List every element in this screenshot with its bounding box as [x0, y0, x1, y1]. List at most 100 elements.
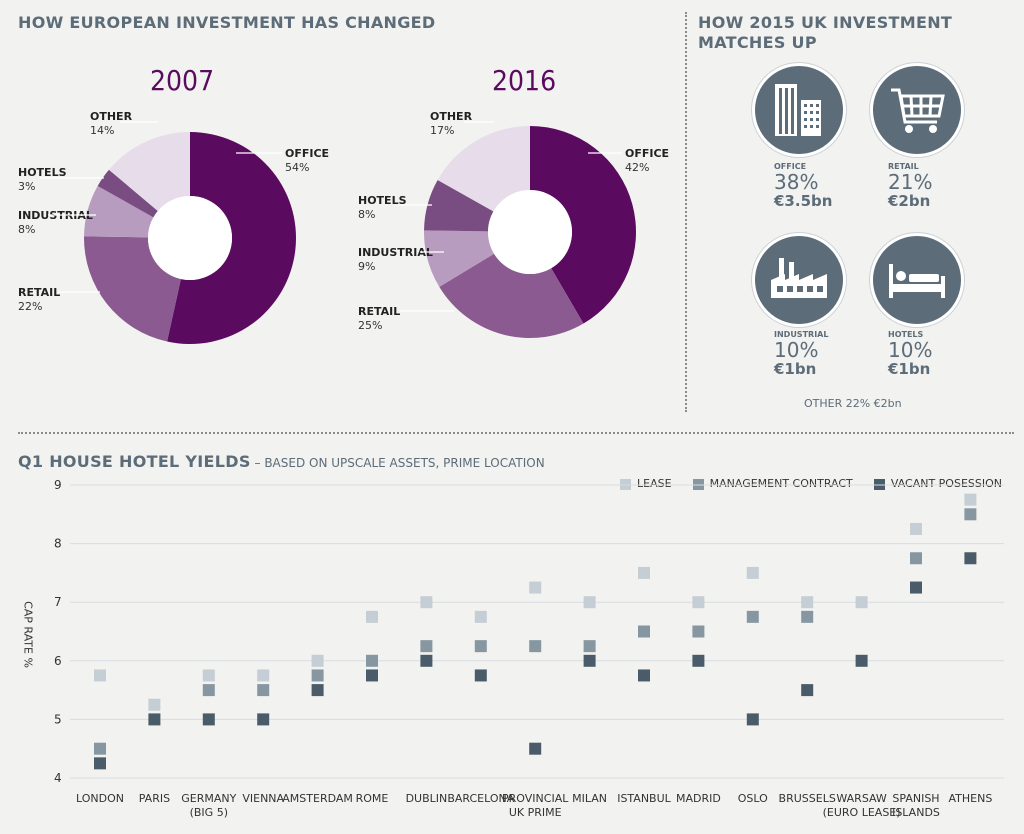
stat-industrial-label: INDUSTRIAL — [774, 330, 829, 339]
point-management-contract-4 — [311, 669, 324, 682]
legend-lease-swatch — [619, 478, 631, 490]
point-lease-11 — [692, 596, 705, 609]
point-management-contract-2 — [202, 684, 215, 697]
point-management-contract-13 — [801, 610, 814, 623]
legend-management-contract: MANAGEMENT CONTRACT — [692, 477, 853, 490]
slice-2016-other — [437, 126, 530, 212]
x-label-vienna: VIENNA — [242, 792, 284, 805]
retail-circle — [870, 63, 964, 157]
stat-office-amount: €3.5bn — [774, 192, 833, 210]
slice-2007-office — [167, 132, 296, 344]
horizontal-divider — [18, 432, 1014, 434]
point-vacant-posession-13 — [801, 684, 814, 697]
office-circle — [752, 63, 846, 157]
slice-2007-other — [108, 132, 190, 211]
yields-title-bold: Q1 HOUSE HOTEL YIELDS — [18, 452, 251, 471]
point-lease-3 — [257, 669, 270, 682]
point-vacant-posession-9 — [583, 654, 596, 667]
x-label-milan: MILAN — [572, 792, 607, 805]
y-tick-5: 5 — [54, 712, 62, 726]
label-2007-hotels: HOTELS 3% — [18, 166, 67, 193]
stat-hotels-pct: 10% — [888, 338, 933, 362]
x-label-brussels: BRUSSELS — [779, 792, 836, 805]
office-building-icon — [775, 84, 821, 136]
point-vacant-posession-10 — [638, 669, 650, 682]
point-management-contract-10 — [638, 625, 650, 638]
x-label-paris: PARIS — [139, 792, 170, 805]
y-tick-6: 6 — [54, 654, 62, 668]
x-label-germany-big-5-: GERMANY (BIG 5) — [181, 792, 236, 819]
legend-vacant-swatch — [873, 478, 885, 490]
label-2016-hotels: HOTELS 8% — [358, 194, 407, 221]
european-section-title: HOW EUROPEAN INVESTMENT HAS CHANGED — [18, 13, 436, 32]
stat-retail-pct: 21% — [888, 170, 933, 194]
donut-chart-2007 — [83, 132, 296, 344]
point-vacant-posession-16 — [964, 552, 977, 565]
label-2016-other: OTHER 17% — [430, 110, 473, 137]
slice-2016-office — [530, 126, 636, 324]
stat-hotels-amount: €1bn — [888, 360, 931, 378]
hotels-circle — [870, 233, 964, 327]
point-management-contract-8 — [529, 640, 542, 653]
stat-hotels: HOTELS 10% €1bn — [888, 330, 932, 378]
slice-2007-industrial — [84, 185, 154, 238]
point-vacant-posession-1 — [148, 713, 161, 726]
point-vacant-posession-15 — [910, 581, 922, 594]
point-management-contract-7 — [474, 640, 487, 653]
y-tick-4: 4 — [54, 771, 62, 785]
point-management-contract-11 — [692, 625, 705, 638]
slice-2016-hotels — [424, 179, 494, 232]
x-label-london: LONDON — [76, 792, 124, 805]
x-label-provincial-uk-prime: PROVINCIAL UK PRIME — [502, 792, 569, 819]
point-lease-8 — [529, 581, 542, 594]
donut-hole-2016 — [488, 190, 572, 274]
point-vacant-posession-5 — [366, 669, 378, 682]
point-management-contract-6 — [420, 640, 433, 653]
label-2016-industrial: INDUSTRIAL 9% — [358, 246, 433, 273]
x-label-amsterdam: AMSTERDAM — [282, 792, 353, 805]
label-2016-office: OFFICE 42% — [625, 147, 670, 174]
point-vacant-posession-2 — [202, 713, 215, 726]
y-tick-7: 7 — [54, 595, 62, 609]
stat-industrial: INDUSTRIAL 10% €1bn — [774, 330, 828, 378]
leader-lines — [40, 121, 622, 312]
stat-industrial-pct: 10% — [774, 338, 819, 362]
stat-office-label: OFFICE — [774, 162, 807, 171]
x-label-spanish-islands: SPANISH ISLANDS — [892, 792, 940, 819]
x-label-rome: ROME — [356, 792, 389, 805]
stat-industrial-amount: €1bn — [774, 360, 817, 378]
year-2007-label: 2007 — [150, 64, 215, 97]
y-tick-8: 8 — [54, 537, 62, 551]
x-label-madrid: MADRID — [676, 792, 721, 805]
point-management-contract-5 — [366, 654, 378, 667]
point-management-contract-0 — [94, 742, 106, 755]
stat-retail: RETAIL 21% €2bn — [888, 162, 932, 210]
point-vacant-posession-6 — [420, 654, 433, 667]
yields-title-rest: – BASED ON UPSCALE ASSETS, PRIME LOCATIO… — [250, 456, 545, 470]
point-management-contract-15 — [910, 552, 922, 565]
point-lease-10 — [638, 566, 650, 579]
uk-section-title: HOW 2015 UK INVESTMENT MATCHES UP — [698, 13, 953, 52]
stat-office: OFFICE 38% €3.5bn — [774, 162, 832, 210]
factory-icon — [771, 258, 827, 298]
vertical-divider — [685, 12, 687, 412]
bed-icon — [889, 264, 945, 298]
point-management-contract-16 — [964, 508, 977, 521]
point-lease-16 — [964, 493, 977, 506]
point-lease-12 — [746, 566, 759, 579]
x-label-istanbul: ISTANBUL — [617, 792, 671, 805]
stat-other: OTHER 22% €2bn — [804, 397, 902, 410]
yields-title: Q1 HOUSE HOTEL YIELDS – BASED ON UPSCALE… — [18, 452, 545, 471]
industrial-circle — [752, 233, 846, 327]
yield-scatter-chart: 4 5 6 7 8 9 LONDON PARIS GERMANY (BIG 5) VIENNAAMS… — [54, 480, 1004, 819]
donut-hole-2007 — [148, 196, 232, 280]
x-label-athens: ATHENS — [948, 792, 992, 805]
point-lease-1 — [148, 698, 161, 711]
legend-lease: LEASE — [619, 477, 672, 490]
point-vacant-posession-14 — [855, 654, 868, 667]
point-lease-0 — [94, 669, 106, 682]
x-label-dublin: DUBLIN — [406, 792, 448, 805]
point-lease-4 — [311, 654, 324, 667]
donut-chart-2016 — [424, 126, 636, 338]
point-lease-2 — [202, 669, 215, 682]
